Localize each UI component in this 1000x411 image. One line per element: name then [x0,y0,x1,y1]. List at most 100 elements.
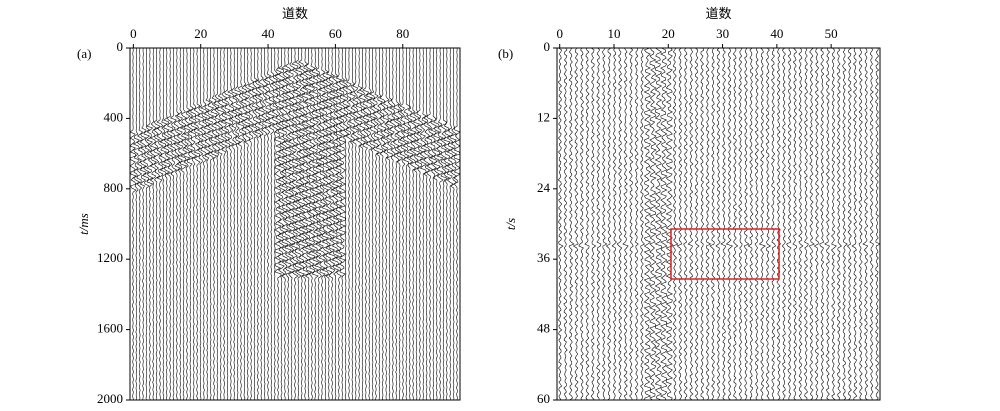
seismic-trace [348,47,356,401]
seismic-trace [365,48,374,401]
x-tick-label: 60 [329,26,342,41]
seismic-trace [605,47,612,401]
seismic-trace [568,47,575,401]
seismic-trace [220,47,228,401]
seismic-trace [335,47,343,401]
seismic-trace [321,47,330,401]
seismic-trace [183,47,191,401]
x-tick-label: 0 [130,26,137,41]
seismic-trace [672,47,679,401]
y-tick-label: 400 [104,109,124,124]
seismic-trace [634,47,639,401]
seismic-trace [402,47,410,401]
panel-label: (a) [77,46,91,61]
seismic-trace [369,47,377,401]
seismic-trace [611,47,617,401]
seismic-trace [217,47,225,401]
seismic-trace [227,47,235,401]
x-axis-title: 道数 [705,6,731,21]
seismic-trace [725,47,734,401]
seismic-trace [584,47,590,401]
seismic-trace [186,48,195,401]
seismic-trace [705,47,712,401]
seismic-trace [247,47,255,401]
seismic-trace [687,47,694,401]
seismic-trace [372,47,380,401]
seismic-trace [362,47,370,401]
seismic-trace [395,47,404,401]
seismic-trace [234,47,242,401]
x-tick-label: 40 [770,26,783,41]
seismic-trace [210,47,218,401]
seismic-trace [874,47,881,401]
seismic-trace [660,47,668,401]
seismic-trace [754,48,759,401]
y-axis-title: t/s [503,218,518,230]
seismic-trace [578,47,585,401]
seismic-trace [590,47,597,401]
seismic-trace [142,47,151,401]
seismic-trace [206,47,215,401]
seismic-trace [341,47,350,401]
plot-frame [556,47,881,401]
x-tick-label: 10 [608,26,621,41]
seismic-trace [392,47,400,401]
seismic-trace [819,47,825,401]
seismic-trace [747,47,754,401]
x-tick-label: 50 [825,26,838,41]
y-tick-label: 12 [537,109,550,124]
y-tick-label: 24 [537,180,551,195]
seismic-trace [422,47,431,401]
seismic-trace [649,47,657,401]
seismic-trace [709,47,716,401]
seismic-trace [274,47,282,401]
seismic-trace [338,47,347,401]
seismic-trace [271,47,279,401]
seismic-trace [203,47,211,401]
panel-label: (b) [498,46,513,61]
seismic-trace [412,47,421,401]
seismic-trace [776,47,781,401]
seismic-trace [443,47,451,401]
seismic-trace [169,47,178,401]
seismic-trace [419,47,428,401]
seismic-trace [846,47,852,401]
seismic-trace [798,47,804,401]
seismic-trace [382,47,390,401]
seismic-trace [352,47,360,401]
seismic-trace [375,47,384,400]
seismic-trace [676,47,683,401]
seismic-trace [781,47,787,401]
seismic-trace [291,47,299,401]
seismic-trace [831,47,837,401]
x-tick-label: 0 [556,26,563,41]
seismic-trace [813,47,820,401]
seismic-trace [230,47,238,401]
seismic-trace [732,47,739,401]
seismic-trace [557,47,564,401]
seismic-trace [596,47,602,401]
x-tick-label: 40 [262,26,275,41]
seismic-trace [200,47,208,401]
seismic-trace [433,47,441,401]
seismic-trace [264,47,272,401]
seismic-trace [244,47,252,401]
x-tick-label: 80 [396,26,409,41]
seismic-trace [250,48,259,401]
seismic-trace [152,47,161,401]
seismic-trace [355,47,363,401]
seismic-trace [399,47,407,401]
seismic-trace [304,47,313,401]
seismic-trace [389,48,397,401]
seismic-trace [136,47,144,401]
seismic-trace [385,47,394,401]
seismic-trace [824,47,831,401]
seismic-trace [146,47,154,401]
seismic-trace [156,47,164,401]
seismic-trace [297,47,306,401]
seismic-trace [294,47,303,401]
seismic-trace [325,48,333,401]
x-tick-label: 20 [662,26,675,41]
